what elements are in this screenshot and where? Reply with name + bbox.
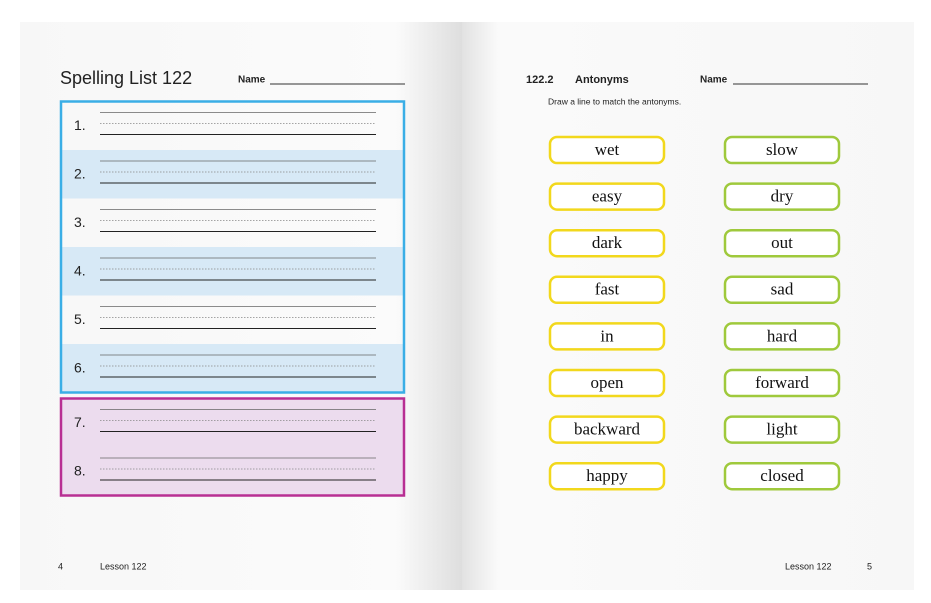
writing-rows: 1. 2. 3. 4. 5. 6. 7. 8. [59, 100, 406, 497]
word-box [548, 228, 666, 258]
word-box [548, 461, 666, 491]
word-box [723, 322, 841, 351]
word-box [723, 461, 841, 491]
instruction: Draw a line to match the antonyms. [548, 96, 681, 106]
row-background [60, 344, 404, 393]
word: light [766, 420, 797, 439]
word: out [771, 233, 793, 252]
word: forward [755, 373, 809, 392]
word: fast [595, 280, 620, 299]
page-number: 4 [58, 561, 63, 571]
word-box [723, 415, 841, 444]
word-box [723, 182, 841, 211]
word: open [590, 373, 624, 392]
left-page [20, 22, 462, 590]
word-box [548, 182, 666, 211]
word-box [723, 228, 841, 258]
name-label: Name [238, 75, 266, 86]
row-box [59, 397, 406, 497]
word: in [600, 326, 614, 345]
word-box [548, 275, 666, 305]
row-number: 5. [74, 311, 86, 327]
word: dark [592, 233, 623, 252]
word-box [548, 322, 666, 351]
word-boxes: wet easy dark fast in open backward happy slow dr… [548, 135, 841, 491]
row-number: 8. [74, 463, 86, 479]
row-number: 3. [74, 214, 86, 230]
page-number: 5 [867, 561, 872, 571]
word-box [548, 415, 666, 444]
word-box [548, 368, 666, 398]
word-box [723, 135, 841, 165]
footer: Lesson 122 [100, 561, 147, 571]
word: slow [766, 140, 799, 159]
word-box [548, 135, 666, 165]
section-number: 122.2 [526, 74, 554, 86]
right-page [462, 22, 914, 590]
footer: Lesson 122 [785, 561, 832, 571]
word: backward [574, 420, 641, 439]
word: hard [767, 326, 798, 345]
row-number: 6. [74, 360, 86, 376]
word: dry [771, 187, 794, 206]
row-number: 7. [74, 414, 86, 430]
word-box [723, 368, 841, 398]
row-number: 4. [74, 263, 86, 279]
word: easy [592, 187, 623, 206]
name-label: Name [700, 75, 728, 86]
row-background [60, 150, 404, 199]
row-background [60, 447, 404, 496]
row-number: 2. [74, 166, 86, 182]
heading: Antonyms [575, 74, 629, 86]
title: Spelling List 122 [60, 68, 192, 88]
row-number: 1. [74, 117, 86, 133]
row-background [60, 247, 404, 296]
word: wet [595, 140, 620, 159]
row-background [60, 398, 404, 447]
word: happy [586, 466, 628, 485]
word: closed [760, 466, 804, 485]
row-box [59, 100, 406, 394]
word: sad [771, 280, 794, 299]
word-box [723, 275, 841, 305]
